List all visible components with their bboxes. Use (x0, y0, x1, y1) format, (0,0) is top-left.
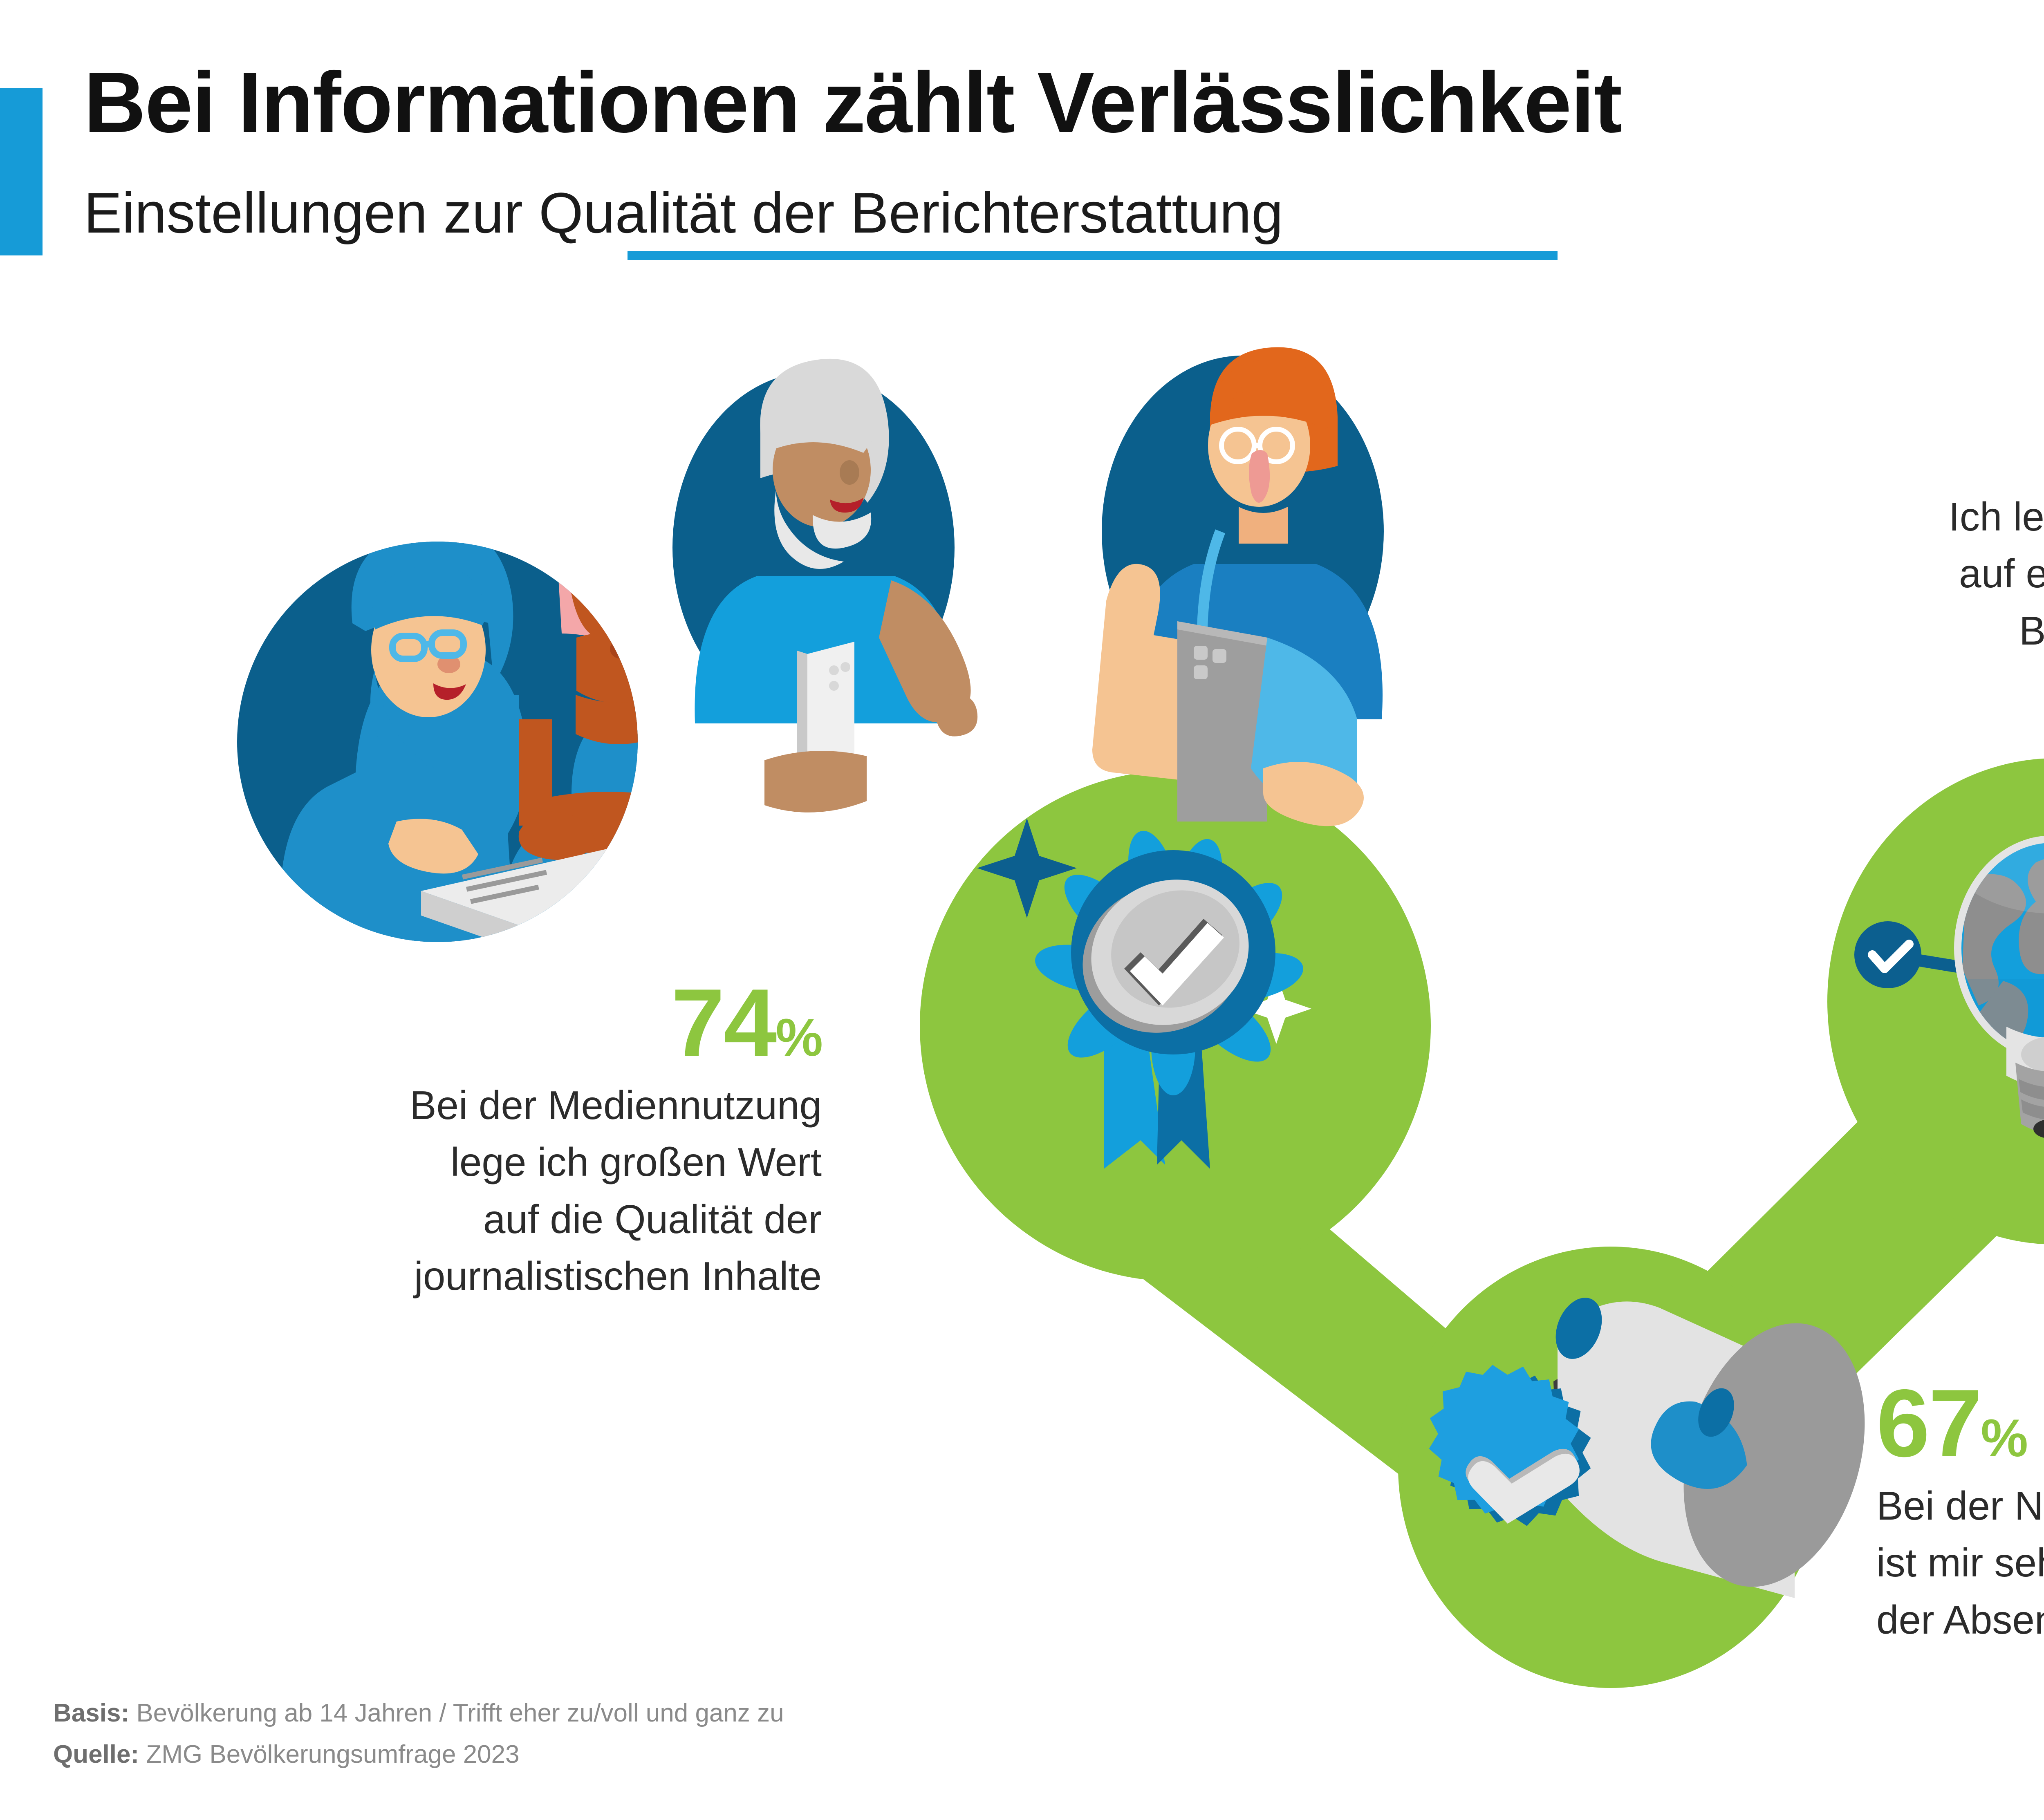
stat-known-sender-percent: 67% (1876, 1375, 2044, 1471)
stat-reliability-description: Ich lege großen Wert auf eine verlässlic… (1948, 494, 2044, 653)
footer-basis-line: Basis: Bevölkerung ab 14 Jahren / Trifft… (53, 1693, 784, 1734)
tablet-icon (1177, 621, 1267, 822)
footer-source-text: ZMG Bevölkerungsumfrage 2023 (139, 1740, 520, 1769)
award-rosette-icon (977, 818, 1311, 1169)
verified-badge-icon (1429, 1365, 1591, 1526)
eyeglasses-icon (389, 629, 467, 662)
check-node-left (1854, 921, 1921, 988)
subtitle-prefix: Einstellungen zur (84, 181, 539, 245)
lightbulb-globe-icon (1854, 836, 2044, 1138)
stat-quality: 74% Bei der Mediennutzung lege ich große… (147, 974, 823, 1305)
footer-basis-label: Basis: (53, 1699, 130, 1728)
older-man-with-smartphone-illustration (672, 358, 978, 813)
stat-known-sender-description: Bei der Nutzung von Medien ist mir sehr … (1876, 1483, 2044, 1642)
green-circle-bulb (1827, 759, 2044, 1244)
footer-source-line: Quelle: ZMG Bevölkerungsumfrage 2023 (53, 1734, 784, 1775)
young-man-with-tablet-thumbs-up-illustration (1092, 347, 1384, 826)
footer-source-label: Quelle: (53, 1740, 139, 1769)
stat-quality-description: Bei der Mediennutzung lege ich großen We… (410, 1083, 822, 1298)
stat-quality-percent: 74% (147, 974, 823, 1070)
subtitle-emphasis: Qualität der Berichterstattung (538, 181, 1283, 245)
sparkle-large-icon (977, 818, 1077, 918)
stat-known-sender: 67% Bei der Nutzung von Medien ist mir s… (1876, 1375, 2044, 1648)
stat-known-sender-sign: % (1981, 1408, 2028, 1468)
newspaper-icon (421, 842, 638, 942)
footer-notes: Basis: Bevölkerung ab 14 Jahren / Trifft… (53, 1693, 784, 1775)
two-people-reading-newspaper-illustration (237, 542, 638, 942)
stat-known-sender-value: 67 (1876, 1369, 1982, 1477)
stat-reliability: 80% Ich lege großen Wert auf eine verläs… (1647, 388, 2044, 659)
sparkle-small-icon (1241, 974, 1311, 1044)
stat-quality-sign: % (775, 1007, 823, 1067)
stat-quality-value: 74 (671, 969, 777, 1076)
stat-reliability-percent: 80% (1647, 388, 2044, 479)
green-circle-megaphone (1398, 1247, 1823, 1688)
smartphone-icon (797, 642, 854, 789)
subtitle-underline (628, 251, 1558, 260)
green-circle-award (920, 770, 1431, 1281)
header-accent-bar (0, 88, 43, 255)
page-subtitle: Einstellungen zur Qualität der Berichter… (84, 180, 1283, 246)
footer-basis-text: Bevölkerung ab 14 Jahren / Trifft eher z… (129, 1699, 784, 1728)
page-title: Bei Informationen zählt Verlässlichkeit (84, 54, 1622, 150)
megaphone-verified-icon (1429, 1298, 1865, 1598)
round-eyeglasses-icon (1219, 427, 1295, 464)
